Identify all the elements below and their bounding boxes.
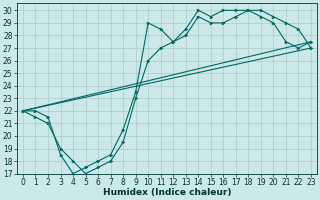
- X-axis label: Humidex (Indice chaleur): Humidex (Indice chaleur): [103, 188, 231, 197]
